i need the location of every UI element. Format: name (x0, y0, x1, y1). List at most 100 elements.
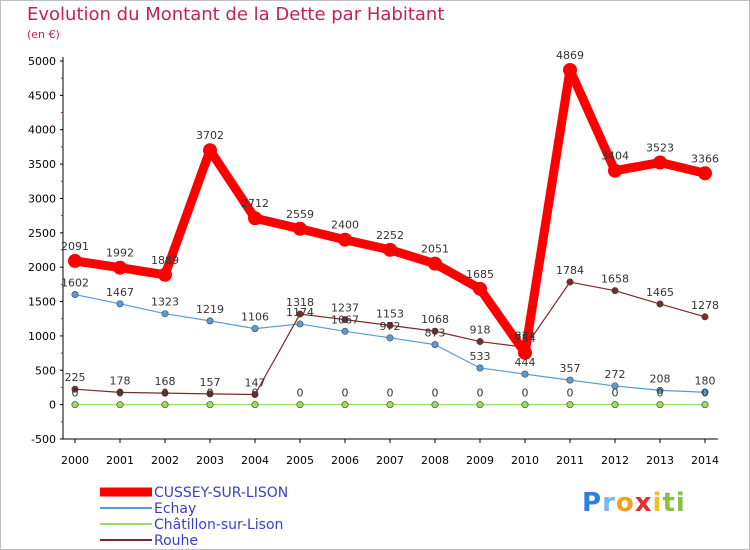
data-point (431, 401, 439, 409)
series-layer (68, 63, 712, 409)
data-label: 0 (72, 387, 79, 400)
data-label: 444 (515, 356, 536, 369)
data-point (563, 63, 577, 78)
data-point (341, 327, 349, 335)
x-tick-label: 2010 (511, 454, 539, 467)
data-label: 0 (297, 387, 304, 400)
data-point (71, 401, 79, 409)
data-point (338, 232, 352, 247)
y-tick-label: 2000 (28, 261, 56, 274)
data-label: 834 (515, 329, 536, 342)
y-tick-label: 4500 (28, 89, 56, 102)
data-label: 2051 (421, 243, 449, 256)
x-tick-label: 2014 (691, 454, 719, 467)
x-tick-label: 2008 (421, 454, 449, 467)
data-point (71, 385, 79, 393)
data-label: 0 (162, 387, 169, 400)
data-point (566, 401, 574, 409)
data-point (161, 389, 169, 397)
data-point (611, 401, 619, 409)
data-point (431, 327, 439, 335)
data-label: 1067 (331, 313, 359, 326)
data-point (473, 281, 487, 296)
data-label: 3404 (601, 150, 629, 163)
data-label: 0 (432, 387, 439, 400)
data-point (701, 401, 709, 409)
x-tick-label: 2012 (601, 454, 629, 467)
data-point (251, 401, 259, 409)
y-tick-label: 3500 (28, 158, 56, 171)
data-label: 3366 (691, 152, 719, 165)
data-label: 0 (567, 387, 574, 400)
data-point (386, 334, 394, 342)
x-tick-label: 2003 (196, 454, 224, 467)
x-tick-label: 2011 (556, 454, 584, 467)
data-point (248, 211, 262, 226)
data-label: 2712 (241, 197, 269, 210)
data-point (521, 401, 529, 409)
data-point (158, 267, 172, 282)
data-point (656, 300, 664, 308)
y-tick-label: 5000 (28, 55, 56, 68)
data-label: 1237 (331, 302, 359, 315)
chart-subtitle: (en €) (27, 28, 60, 41)
data-point (296, 401, 304, 409)
data-point (206, 390, 214, 398)
data-label: 1467 (106, 286, 134, 299)
data-point (161, 401, 169, 409)
data-point (341, 401, 349, 409)
data-label: 0 (342, 387, 349, 400)
data-point (611, 287, 619, 295)
data-point (206, 401, 214, 409)
data-point (656, 401, 664, 409)
data-label: 1992 (106, 247, 134, 260)
data-label: 225 (65, 371, 86, 384)
data-label: 4869 (556, 49, 584, 62)
data-label: 272 (605, 368, 626, 381)
legend-label: CUSSEY-SUR-LISON (154, 485, 288, 501)
data-point (386, 401, 394, 409)
data-point (161, 310, 169, 318)
logo-letter: r (602, 488, 616, 518)
proxiti-logo: Proxiti (582, 488, 686, 518)
logo-letter: o (615, 488, 635, 518)
data-label: 0 (117, 387, 124, 400)
y-tick-label: 2500 (28, 227, 56, 240)
data-point (476, 338, 484, 346)
data-point (113, 260, 127, 275)
legend-label: Echay (154, 501, 196, 517)
data-point (521, 370, 529, 378)
x-tick-label: 2007 (376, 454, 404, 467)
data-label: 357 (560, 362, 581, 375)
data-point (431, 341, 439, 349)
data-label: 168 (155, 375, 176, 388)
data-point (701, 313, 709, 321)
data-label: 1465 (646, 286, 674, 299)
data-label: 2091 (61, 240, 89, 253)
data-label: 0 (522, 387, 529, 400)
x-tick-label: 2009 (466, 454, 494, 467)
y-tick-label: 500 (35, 364, 56, 377)
data-point (293, 221, 307, 236)
data-point (116, 300, 124, 308)
x-tick-label: 2000 (61, 454, 89, 467)
data-label: 0 (387, 387, 394, 400)
data-label: 3523 (646, 142, 674, 155)
data-label: 1278 (691, 299, 719, 312)
data-point (476, 364, 484, 372)
data-label: 0 (612, 387, 619, 400)
logo-letter: P (582, 488, 603, 518)
data-label: 0 (477, 387, 484, 400)
data-label: 1068 (421, 313, 449, 326)
x-tick-label: 2004 (241, 454, 269, 467)
data-point (566, 278, 574, 286)
y-tick-label: 1500 (28, 296, 56, 309)
data-label: 1219 (196, 303, 224, 316)
data-label: 2252 (376, 229, 404, 242)
data-point (566, 376, 574, 384)
data-point (203, 143, 217, 158)
x-tick-label: 2005 (286, 454, 314, 467)
data-point (656, 386, 664, 394)
data-label: 1602 (61, 277, 89, 290)
